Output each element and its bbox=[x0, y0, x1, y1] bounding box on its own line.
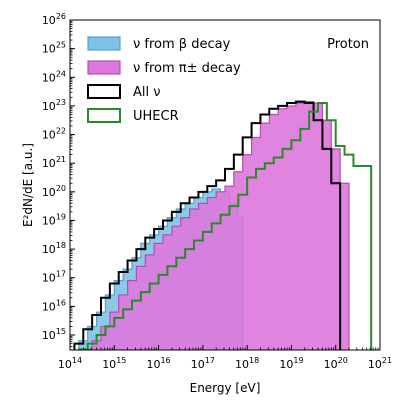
x-tick-label-1: 1015 bbox=[102, 356, 126, 371]
legend-label-2: All ν bbox=[133, 85, 161, 100]
x-tick-label-7: 1021 bbox=[368, 356, 392, 371]
series-layer bbox=[73, 100, 375, 350]
y-tick-label-2: 1017 bbox=[42, 270, 66, 285]
y-tick-label-5: 1020 bbox=[42, 184, 66, 199]
y-tick-label-4: 1019 bbox=[42, 212, 66, 227]
series-3-line bbox=[77, 102, 375, 350]
legend-label-3: UHECR bbox=[133, 109, 179, 124]
legend-swatch-0 bbox=[87, 36, 121, 51]
series-2-line bbox=[73, 100, 353, 350]
y-tick-label-6: 1021 bbox=[42, 155, 66, 170]
legend-label-1: ν from π± decay bbox=[133, 61, 241, 76]
x-tick-label-3: 1017 bbox=[191, 356, 215, 371]
legend-swatch-1 bbox=[87, 60, 121, 75]
legend: ν from β decay ν from π± decay All ν UHECR bbox=[87, 36, 241, 124]
legend-swatch-3 bbox=[87, 108, 121, 123]
y-axis-label: E²dN/dE [a.u.] bbox=[21, 143, 35, 227]
x-tick-label-6: 1020 bbox=[324, 356, 348, 371]
y-tick-label-8: 1023 bbox=[42, 98, 66, 113]
legend-label-0: ν from β decay bbox=[133, 37, 231, 52]
x-axis: 1014 1015 1016 1017 1018 1019 1020 1021 bbox=[58, 345, 392, 371]
legend-swatch-2 bbox=[87, 84, 121, 99]
x-axis-label: Energy [eV] bbox=[190, 381, 261, 395]
x-tick-label-2: 1016 bbox=[146, 356, 170, 371]
y-axis: 1015 1016 1017 1018 1019 1020 1021 1022 1023 1024… bbox=[42, 12, 75, 351]
y-tick-label-11: 1026 bbox=[42, 12, 66, 27]
y-tick-label-10: 1025 bbox=[42, 41, 66, 56]
x-tick-label-4: 1018 bbox=[235, 356, 259, 371]
y-tick-label-7: 1022 bbox=[42, 127, 66, 142]
y-tick-label-1: 1016 bbox=[42, 298, 66, 313]
y-tick-label-9: 1024 bbox=[42, 69, 66, 84]
y-tick-label-0: 1015 bbox=[42, 327, 66, 342]
x-tick-label-0: 1014 bbox=[58, 356, 82, 371]
plot-frame bbox=[69, 19, 381, 351]
chart-annotation: Proton bbox=[327, 37, 369, 52]
x-tick-label-5: 1019 bbox=[279, 356, 303, 371]
y-tick-label-3: 1018 bbox=[42, 241, 66, 256]
